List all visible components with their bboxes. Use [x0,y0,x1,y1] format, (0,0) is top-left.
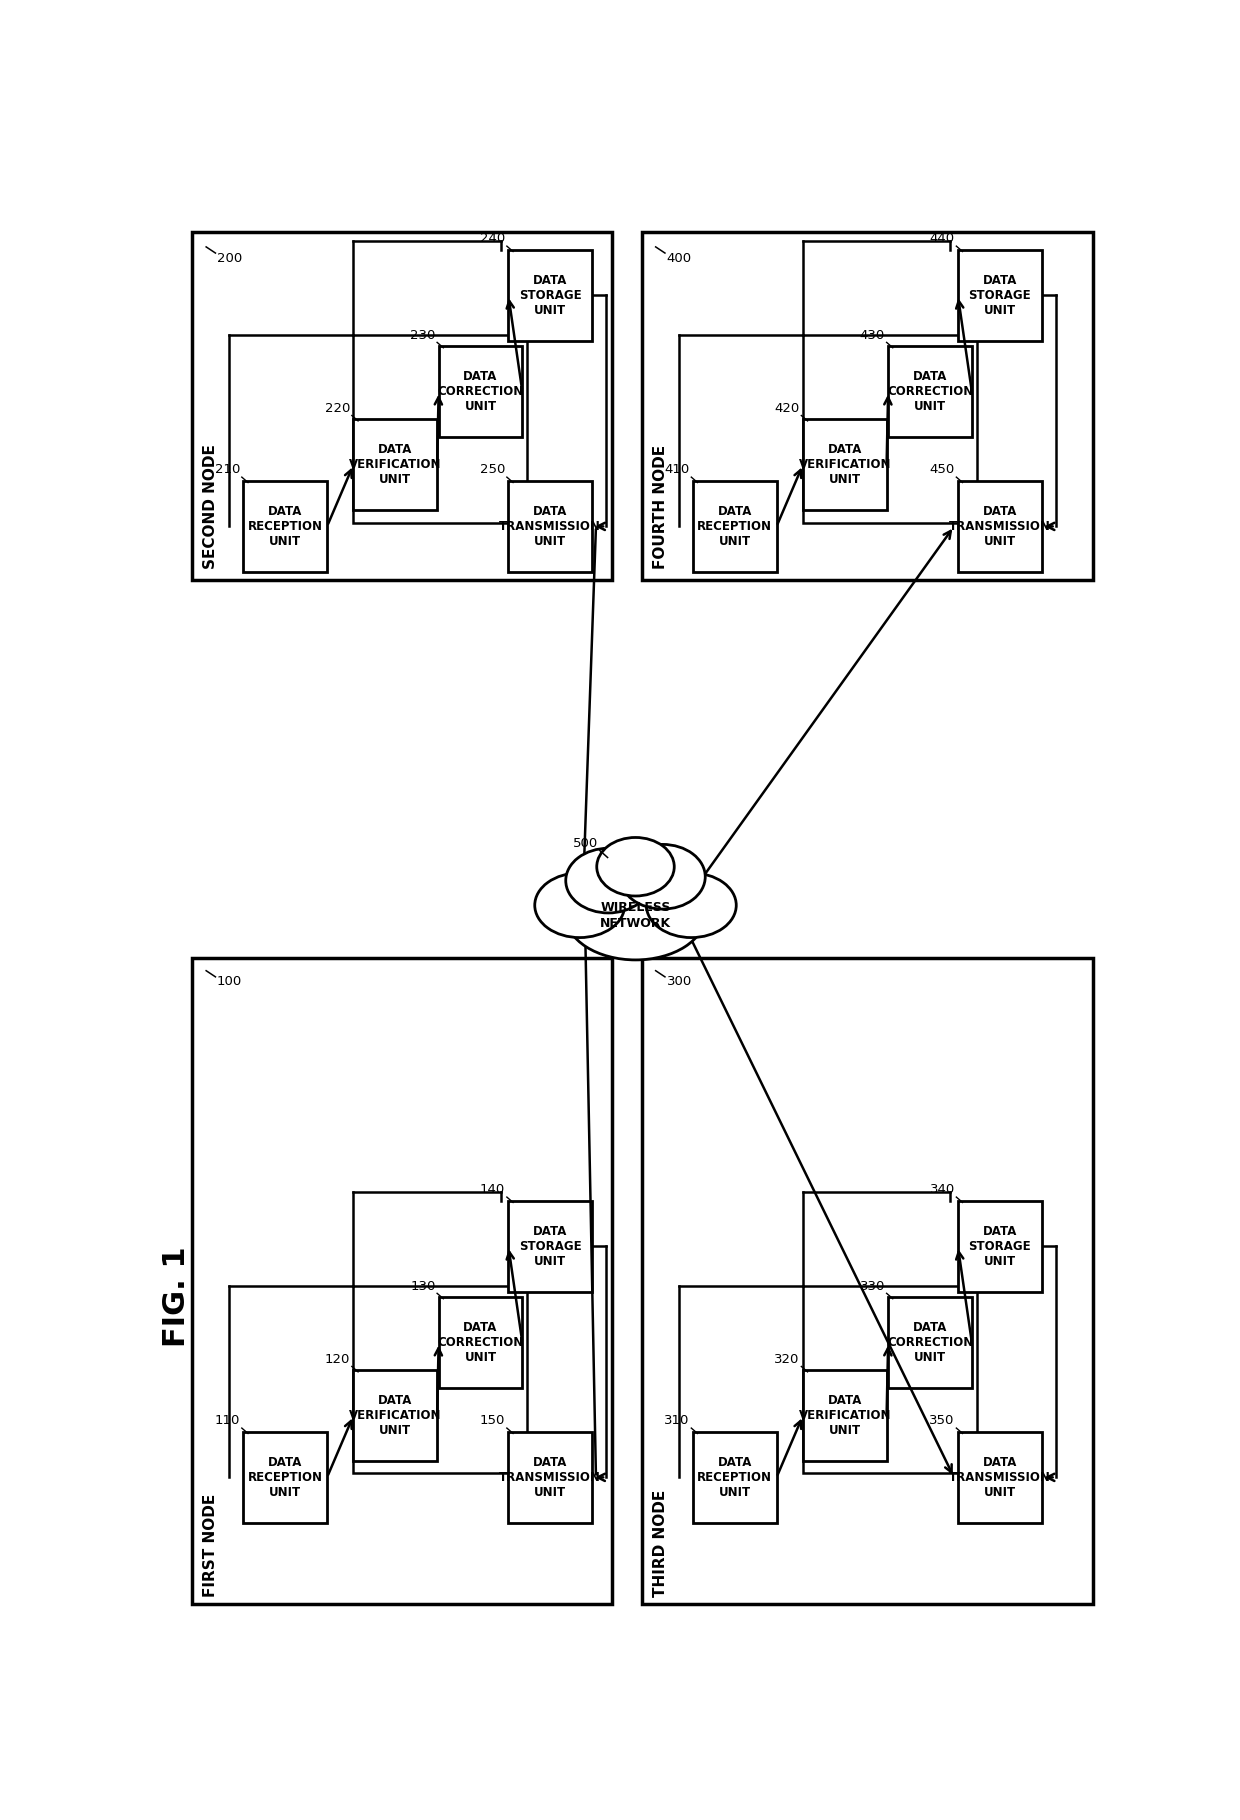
Ellipse shape [620,844,706,910]
Bar [439,1298,522,1389]
Bar [353,335,527,522]
Text: 120: 120 [325,1352,351,1365]
Text: DATA
VERIFICATION
UNIT: DATA VERIFICATION UNIT [799,1394,892,1438]
Text: 410: 410 [665,464,689,477]
Text: 230: 230 [410,329,435,342]
Bar [804,1287,977,1474]
Bar [508,1201,593,1292]
Text: DATA
TRANSMISSION
UNIT: DATA TRANSMISSION UNIT [949,1456,1050,1500]
Text: 440: 440 [930,233,955,246]
Text: 210: 210 [215,464,241,477]
Bar [642,957,1092,1605]
Text: 500: 500 [573,837,598,850]
Bar [888,1298,972,1389]
Bar [957,1201,1042,1292]
Text: 220: 220 [325,402,351,415]
Bar [192,957,613,1605]
Bar [243,1432,327,1523]
Bar [508,1432,593,1523]
Text: DATA
RECEPTION
UNIT: DATA RECEPTION UNIT [248,504,322,548]
Text: DATA
RECEPTION
UNIT: DATA RECEPTION UNIT [697,1456,773,1500]
Text: DATA
STORAGE
UNIT: DATA STORAGE UNIT [968,1225,1032,1269]
Text: DATA
VERIFICATION
UNIT: DATA VERIFICATION UNIT [799,444,892,486]
Ellipse shape [565,848,651,914]
Text: FIG. 1: FIG. 1 [162,1247,191,1347]
Text: 310: 310 [665,1414,689,1427]
Bar [508,249,593,340]
Bar [243,480,327,571]
Bar [957,1432,1042,1523]
Text: DATA
TRANSMISSION
UNIT: DATA TRANSMISSION UNIT [500,504,601,548]
Text: THIRD NODE: THIRD NODE [652,1489,667,1596]
Text: 320: 320 [775,1352,800,1365]
Bar [439,346,522,437]
Text: SECOND NODE: SECOND NODE [203,444,218,568]
Ellipse shape [646,874,737,937]
Bar [508,480,593,571]
Text: DATA
RECEPTION
UNIT: DATA RECEPTION UNIT [248,1456,322,1500]
Text: DATA
CORRECTION
UNIT: DATA CORRECTION UNIT [887,1321,973,1365]
Text: 250: 250 [480,464,506,477]
Text: DATA
CORRECTION
UNIT: DATA CORRECTION UNIT [887,369,973,413]
Text: 420: 420 [775,402,800,415]
Text: 110: 110 [215,1414,241,1427]
Ellipse shape [565,870,706,959]
Ellipse shape [534,874,625,937]
Bar [804,335,977,522]
Text: 340: 340 [930,1183,955,1196]
Text: FIRST NODE: FIRST NODE [203,1494,218,1596]
Text: 300: 300 [667,976,692,988]
Bar [353,1287,527,1474]
Text: 450: 450 [930,464,955,477]
Text: 150: 150 [480,1414,506,1427]
Bar [888,346,972,437]
Ellipse shape [596,837,675,895]
Bar [957,480,1042,571]
Bar [804,419,887,510]
Text: DATA
RECEPTION
UNIT: DATA RECEPTION UNIT [697,504,773,548]
Text: DATA
TRANSMISSION
UNIT: DATA TRANSMISSION UNIT [500,1456,601,1500]
Bar [192,233,613,581]
Bar [353,1370,436,1461]
Text: DATA
TRANSMISSION
UNIT: DATA TRANSMISSION UNIT [949,504,1050,548]
Text: 130: 130 [410,1279,435,1292]
Text: DATA
CORRECTION
UNIT: DATA CORRECTION UNIT [438,1321,523,1365]
Text: 430: 430 [859,329,885,342]
Bar [957,249,1042,340]
Bar [693,480,776,571]
Text: DATA
VERIFICATION
UNIT: DATA VERIFICATION UNIT [348,444,441,486]
Text: DATA
STORAGE
UNIT: DATA STORAGE UNIT [968,273,1032,317]
Text: FOURTH NODE: FOURTH NODE [652,444,667,568]
Text: WIRELESS
NETWORK: WIRELESS NETWORK [600,901,671,930]
Text: 140: 140 [480,1183,506,1196]
Text: DATA
CORRECTION
UNIT: DATA CORRECTION UNIT [438,369,523,413]
Bar [804,1370,887,1461]
Text: DATA
STORAGE
UNIT: DATA STORAGE UNIT [518,1225,582,1269]
Bar [353,419,436,510]
Text: DATA
STORAGE
UNIT: DATA STORAGE UNIT [518,273,582,317]
Text: 330: 330 [859,1279,885,1292]
Text: 100: 100 [217,976,242,988]
Bar [693,1432,776,1523]
Text: DATA
VERIFICATION
UNIT: DATA VERIFICATION UNIT [348,1394,441,1438]
Text: 240: 240 [480,233,506,246]
Text: 350: 350 [930,1414,955,1427]
Bar [642,233,1092,581]
Text: 400: 400 [667,251,692,264]
Text: 200: 200 [217,251,242,264]
